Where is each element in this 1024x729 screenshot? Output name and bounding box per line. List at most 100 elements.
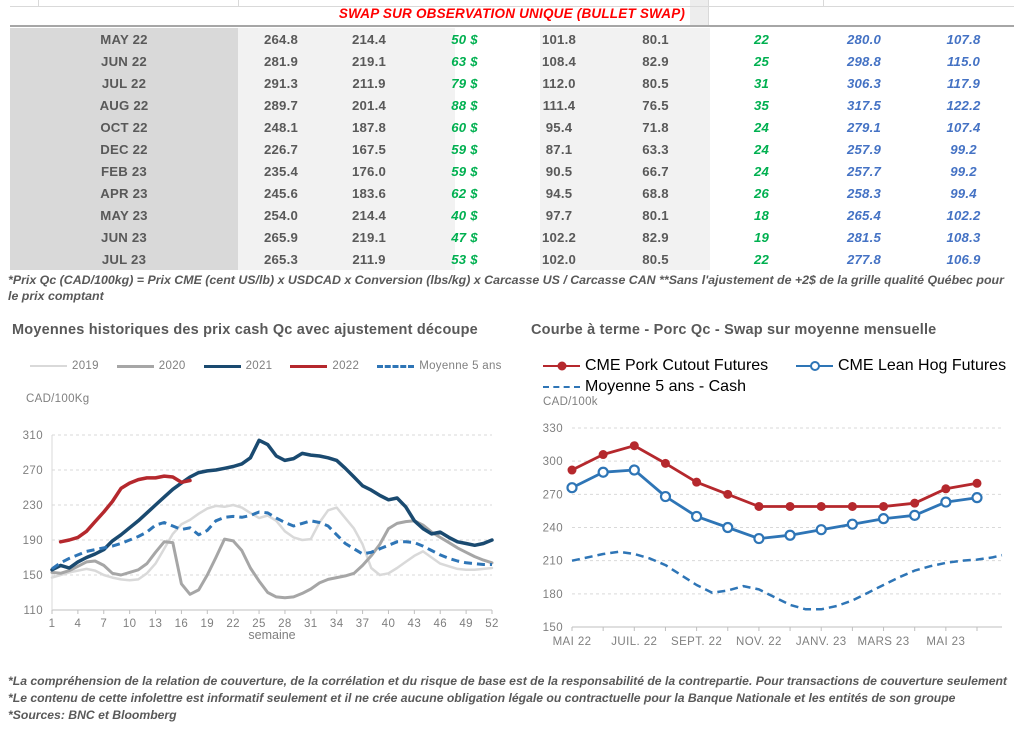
x-tick-label: 31 [304,618,318,630]
y-tick-label: 270 [23,465,43,477]
data-point-marker [785,501,795,511]
table-value-cell: 183.6 [351,185,386,201]
table-remnant-border [10,6,1014,7]
data-point-marker [972,478,982,488]
table-value-cell: 40 $ [451,207,478,223]
x-tick-label: 34 [330,618,344,630]
swap-table: MAY 22 264.8 214.4 50 $ 101.8 80.1 22 280.0 107.… [10,28,1014,270]
table-month-cell: JUN 22 [101,53,147,69]
x-tick-label: 46 [433,618,447,630]
table-value-cell: 102.0 [541,251,576,267]
table-shaded-band [238,28,455,270]
table-value-cell: 25 [753,53,770,69]
table-value-cell: 79 $ [451,75,478,91]
legend-item: Moyenne 5 ans [377,360,502,372]
x-tick-label: 49 [459,618,473,630]
x-tick-label: 7 [100,618,107,630]
table-value-cell: 24 [753,141,770,157]
legend-line-swatch-icon [543,361,580,372]
data-point-marker [784,529,796,541]
table-value-cell: 50 $ [451,31,478,47]
legend-line-swatch-icon [30,361,67,372]
legend-label: 2021 [245,360,273,372]
series-line-moyenne-5-ans-cash [571,550,1003,611]
table-value-cell: 291.3 [263,75,298,91]
table-value-cell: 214.4 [351,207,386,223]
table-value-cell: 122.2 [946,97,981,113]
table-footnote: *Prix Qc (CAD/100kg) = Prix CME (cent US… [8,273,1004,303]
legend-label: 2020 [158,360,186,372]
legend-item: 2021 [203,360,273,372]
right-chart-title: Courbe à terme - Porc Qc - Swap sur moye… [531,322,937,338]
x-tick-label: 10 [123,618,137,630]
table-value-cell: 211.9 [352,75,386,91]
table-value-cell: 24 [753,163,770,179]
table-value-cell: 99.4 [950,185,977,201]
data-point-marker [940,496,952,508]
x-tick-label: 1 [49,618,56,630]
table-value-cell: 80.1 [642,207,669,223]
table-title-rule [10,25,1014,27]
y-tick-label: 240 [543,523,563,535]
table-value-cell: 63 $ [451,53,478,69]
data-point-marker [722,521,734,534]
data-point-marker [846,518,858,530]
y-tick-label: 300 [543,456,563,468]
table-value-cell: 99.2 [950,163,977,179]
table-value-cell: 265.4 [846,207,881,223]
table-value-cell: 88 $ [451,97,478,113]
y-tick-label: 310 [23,430,43,442]
table-value-cell: 60 $ [451,119,478,135]
table-value-cell: 245.6 [263,185,298,201]
data-point-marker [567,465,577,475]
y-tick-label: 230 [23,500,43,512]
footer: *La compréhension de la relation de couv… [8,673,1018,724]
table-value-cell: 279.1 [846,119,881,135]
table-value-cell: 102.2 [541,229,576,245]
table-value-cell: 211.9 [352,251,386,267]
table-value-cell: 99.2 [950,141,977,157]
table-value-cell: 26 [753,185,770,201]
table-month-cell: MAY 23 [100,207,148,223]
table-value-cell: 219.1 [351,53,386,69]
table-month-cell: OCT 22 [100,119,148,135]
x-tick-label: 19 [200,618,214,630]
table-value-cell: 248.1 [263,119,298,135]
y-tick-label: 110 [23,605,43,617]
data-point-marker [598,450,608,460]
legend-label: CME Lean Hog Futures [838,357,1007,374]
data-point-marker [660,458,670,468]
data-point-marker [815,524,827,536]
table-value-cell: 289.7 [263,97,298,113]
table-value-cell: 101.8 [541,31,576,47]
legend-label: CME Pork Cutout Futures [585,357,769,374]
data-point-marker [597,466,609,478]
table-month-cell: DEC 22 [100,141,148,157]
x-tick-label: 40 [382,618,396,630]
table-value-cell: 317.5 [846,97,881,113]
table-value-cell: 226.7 [263,141,298,157]
legend-item: 2019 [30,360,99,372]
x-tick-label: NOV. 22 [736,636,782,648]
table-value-cell: 31 [753,75,770,91]
x-tick-label: SEPT. 22 [671,636,722,648]
y-tick-label: 150 [543,622,563,634]
legend-line-swatch-icon [203,361,241,372]
data-point-marker [692,477,702,487]
y-tick-label: 180 [543,589,563,601]
table-value-cell: 63.3 [642,141,669,157]
table-value-cell: 53 $ [451,251,478,267]
data-point-marker [877,513,890,525]
table-shaded-band [540,28,710,270]
table-value-cell: 102.2 [946,207,981,223]
table-value-cell: 82.9 [642,229,669,245]
left-chart-x-label: semaine [248,628,296,642]
table-value-cell: 214.4 [351,31,386,47]
table-value-cell: 108.3 [946,229,981,245]
table-value-cell: 47 $ [451,229,478,245]
x-tick-label: MAI 22 [553,636,592,648]
legend-label: Moyenne 5 ans [419,360,502,372]
table-value-cell: 107.8 [946,31,981,47]
right-chart-legend: CME Pork Cutout Futures CME Lean Hog Futu… [543,357,1013,396]
